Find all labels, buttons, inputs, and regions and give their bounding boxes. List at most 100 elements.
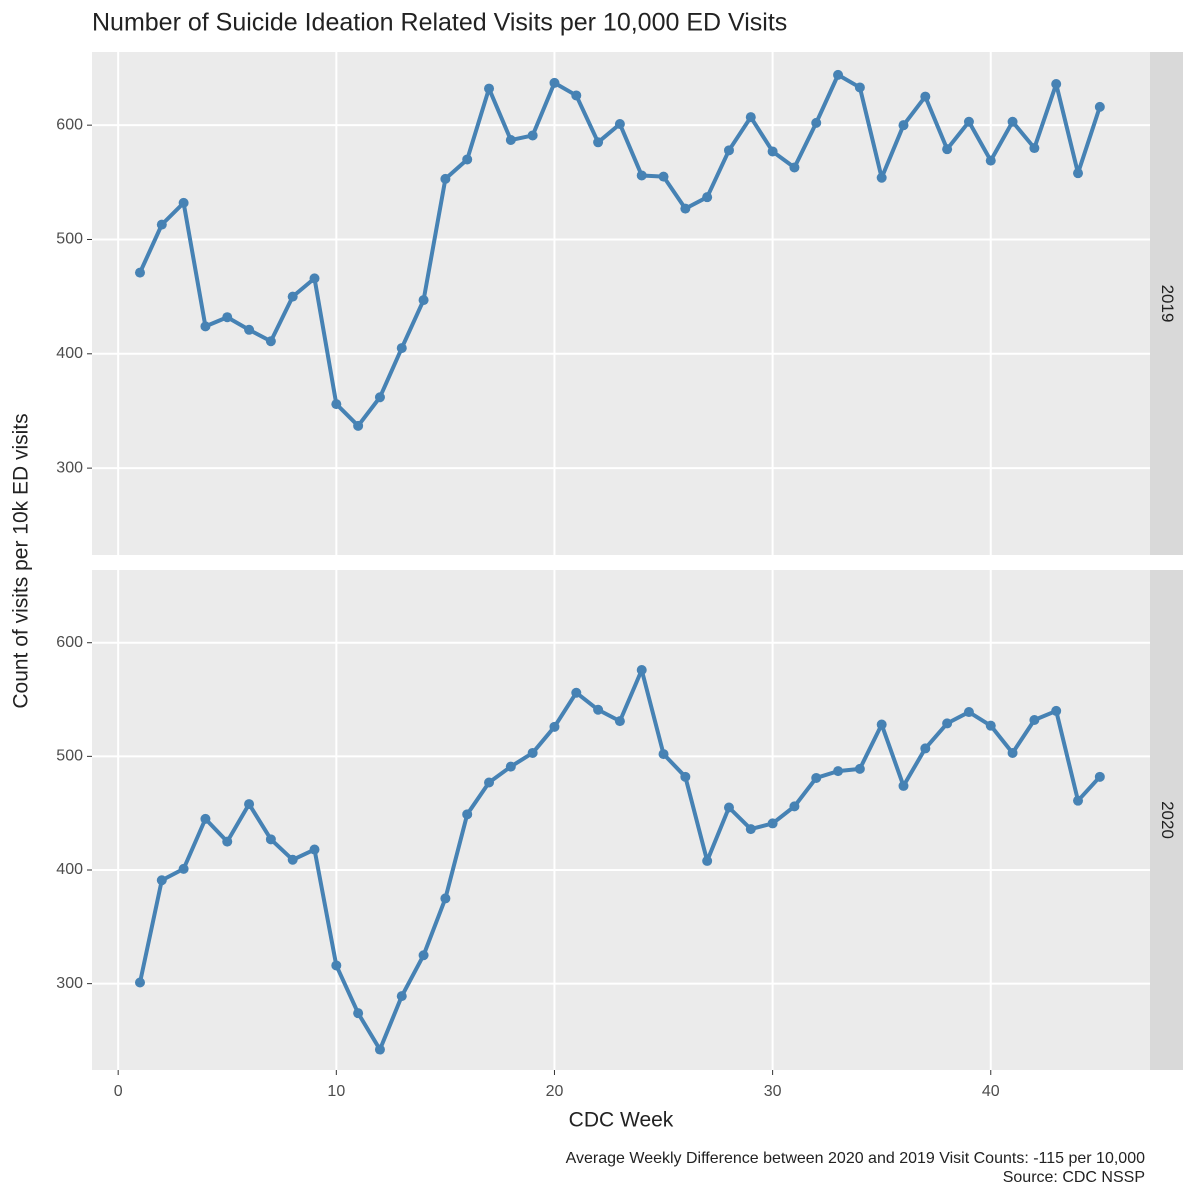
point — [593, 704, 604, 715]
point — [614, 716, 625, 727]
point — [723, 802, 734, 813]
point — [440, 893, 451, 904]
x-tick-label: 20 — [546, 1083, 564, 1100]
point — [745, 824, 756, 835]
point — [942, 144, 953, 155]
point — [636, 170, 647, 181]
point — [680, 771, 691, 782]
point — [571, 687, 582, 698]
point — [200, 813, 211, 824]
point — [396, 991, 407, 1002]
strip — [1150, 570, 1183, 1070]
y-tick-label: 600 — [56, 116, 83, 133]
point — [571, 90, 582, 101]
y-tick-label: 500 — [56, 748, 83, 765]
point — [156, 875, 167, 886]
point — [418, 295, 429, 306]
point — [505, 761, 516, 772]
point — [549, 77, 560, 88]
point — [484, 777, 495, 788]
point — [527, 130, 538, 141]
point — [985, 720, 996, 731]
y-tick-label: 400 — [56, 345, 83, 362]
point — [767, 146, 778, 157]
point — [200, 321, 211, 332]
point — [1029, 715, 1040, 725]
point — [963, 707, 974, 718]
point — [484, 83, 495, 94]
point — [920, 743, 931, 754]
x-tick-label: 0 — [114, 1083, 123, 1100]
point — [658, 749, 669, 760]
y-tick-label: 400 — [56, 861, 83, 878]
point — [331, 960, 342, 971]
point — [178, 863, 189, 874]
x-axis-label: CDC Week — [569, 1109, 674, 1132]
y-axis-label: Count of visits per 10k ED visits — [10, 413, 33, 708]
point — [963, 116, 974, 127]
point — [418, 950, 429, 961]
point — [1094, 101, 1105, 112]
panel-background — [92, 52, 1150, 555]
point — [658, 171, 669, 182]
point — [1007, 116, 1018, 127]
point — [876, 719, 887, 730]
point — [265, 336, 276, 347]
caption: Source: CDC NSSP — [1003, 1169, 1145, 1186]
point — [1073, 168, 1084, 179]
point — [156, 219, 167, 230]
x-tick-label: 10 — [327, 1083, 345, 1100]
point — [614, 119, 625, 130]
point — [833, 69, 844, 80]
point — [854, 763, 865, 774]
point — [898, 780, 909, 791]
point — [549, 721, 560, 732]
point — [985, 155, 996, 166]
point — [265, 834, 276, 845]
point — [723, 145, 734, 156]
point — [374, 1044, 385, 1055]
point — [462, 809, 473, 820]
point — [1051, 705, 1062, 716]
point — [462, 154, 473, 165]
point — [287, 291, 298, 302]
y-tick-label: 300 — [56, 459, 83, 476]
point — [1051, 79, 1062, 90]
point — [942, 718, 953, 729]
panel-background — [92, 570, 1150, 1070]
point — [636, 665, 647, 675]
point — [527, 747, 538, 758]
point — [331, 399, 342, 410]
point — [287, 854, 298, 865]
point — [353, 420, 364, 431]
caption: Average Weekly Difference between 2020 a… — [566, 1150, 1145, 1167]
point — [309, 844, 320, 855]
point — [811, 772, 822, 783]
point — [396, 343, 407, 354]
point — [309, 273, 320, 284]
point — [680, 203, 691, 214]
point — [505, 135, 516, 146]
point — [244, 799, 255, 810]
strip-label: 2019 — [1158, 285, 1177, 323]
point — [811, 117, 822, 128]
point — [854, 82, 865, 93]
point — [134, 267, 145, 278]
point — [789, 801, 800, 812]
point — [789, 162, 800, 173]
point — [134, 977, 145, 988]
point — [898, 120, 909, 131]
point — [1007, 747, 1018, 758]
y-tick-label: 300 — [56, 975, 83, 992]
point — [244, 324, 255, 335]
point — [222, 836, 233, 847]
point — [745, 112, 756, 123]
strip — [1150, 52, 1183, 555]
point — [374, 392, 385, 403]
point — [1073, 795, 1084, 806]
y-tick-label: 600 — [56, 634, 83, 651]
point — [593, 137, 604, 148]
point — [767, 818, 778, 829]
point — [702, 855, 713, 866]
